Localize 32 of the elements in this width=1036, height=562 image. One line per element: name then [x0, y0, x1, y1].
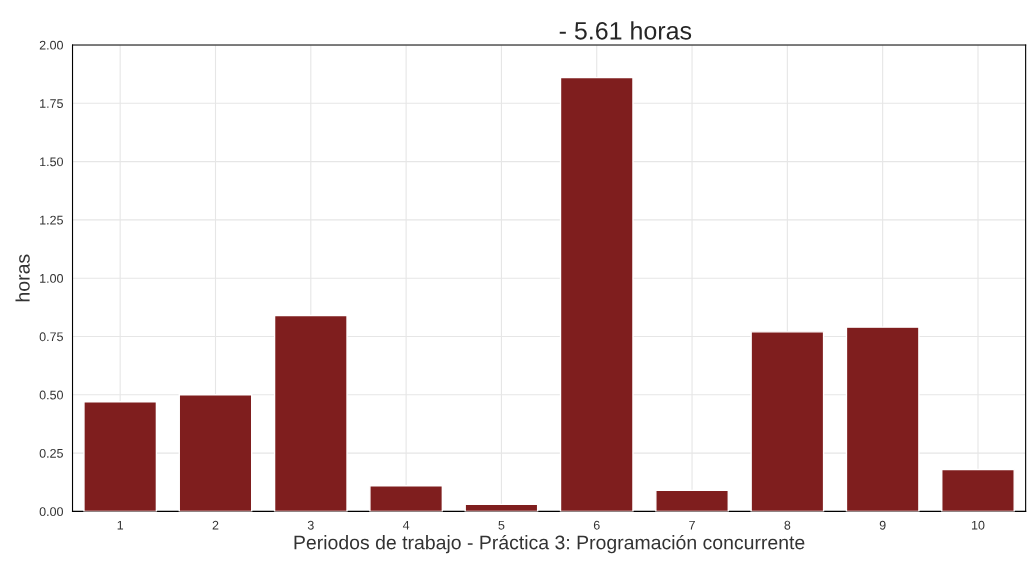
- bar: [845, 326, 920, 512]
- bar: [559, 76, 634, 512]
- bar: [464, 503, 539, 512]
- y-tick-label: 0.75: [39, 332, 63, 342]
- x-tick-label: 2: [212, 520, 219, 530]
- x-tick-label: 4: [402, 520, 410, 530]
- bar: [941, 468, 1015, 512]
- x-tick-label: 3: [307, 520, 314, 530]
- y-tick-label: 1.25: [40, 215, 63, 225]
- x-tick-label: 10: [971, 520, 985, 530]
- bar: [83, 401, 158, 512]
- y-tick-label: 1.00: [40, 273, 64, 283]
- x-tick-label: 7: [689, 520, 695, 530]
- y-tick-label: 1.50: [40, 157, 64, 167]
- bar: [750, 331, 825, 512]
- y-tick-label: 2.00: [39, 40, 64, 50]
- bar: [369, 485, 444, 512]
- y-tick-label: 0.50: [39, 390, 64, 400]
- chart-title: - 5.61 horas: [559, 21, 692, 40]
- bar: [178, 394, 253, 512]
- bar: [273, 314, 348, 512]
- bar: [655, 489, 729, 512]
- x-tick-label: 1: [117, 520, 124, 530]
- y-tick-label: 0.25: [39, 448, 63, 458]
- x-tick-label: 9: [879, 520, 886, 530]
- x-tick-label: 5: [498, 520, 505, 530]
- y-axis-title: horas: [15, 254, 30, 302]
- y-tick-label: 1.75: [40, 99, 63, 108]
- x-tick-label: 8: [784, 520, 791, 530]
- x-tick-label: 6: [593, 520, 600, 530]
- y-tick-label: 0.00: [39, 507, 64, 517]
- x-axis-title: Periodos de trabajo - Práctica 3: Programación concurrente: [294, 534, 805, 554]
